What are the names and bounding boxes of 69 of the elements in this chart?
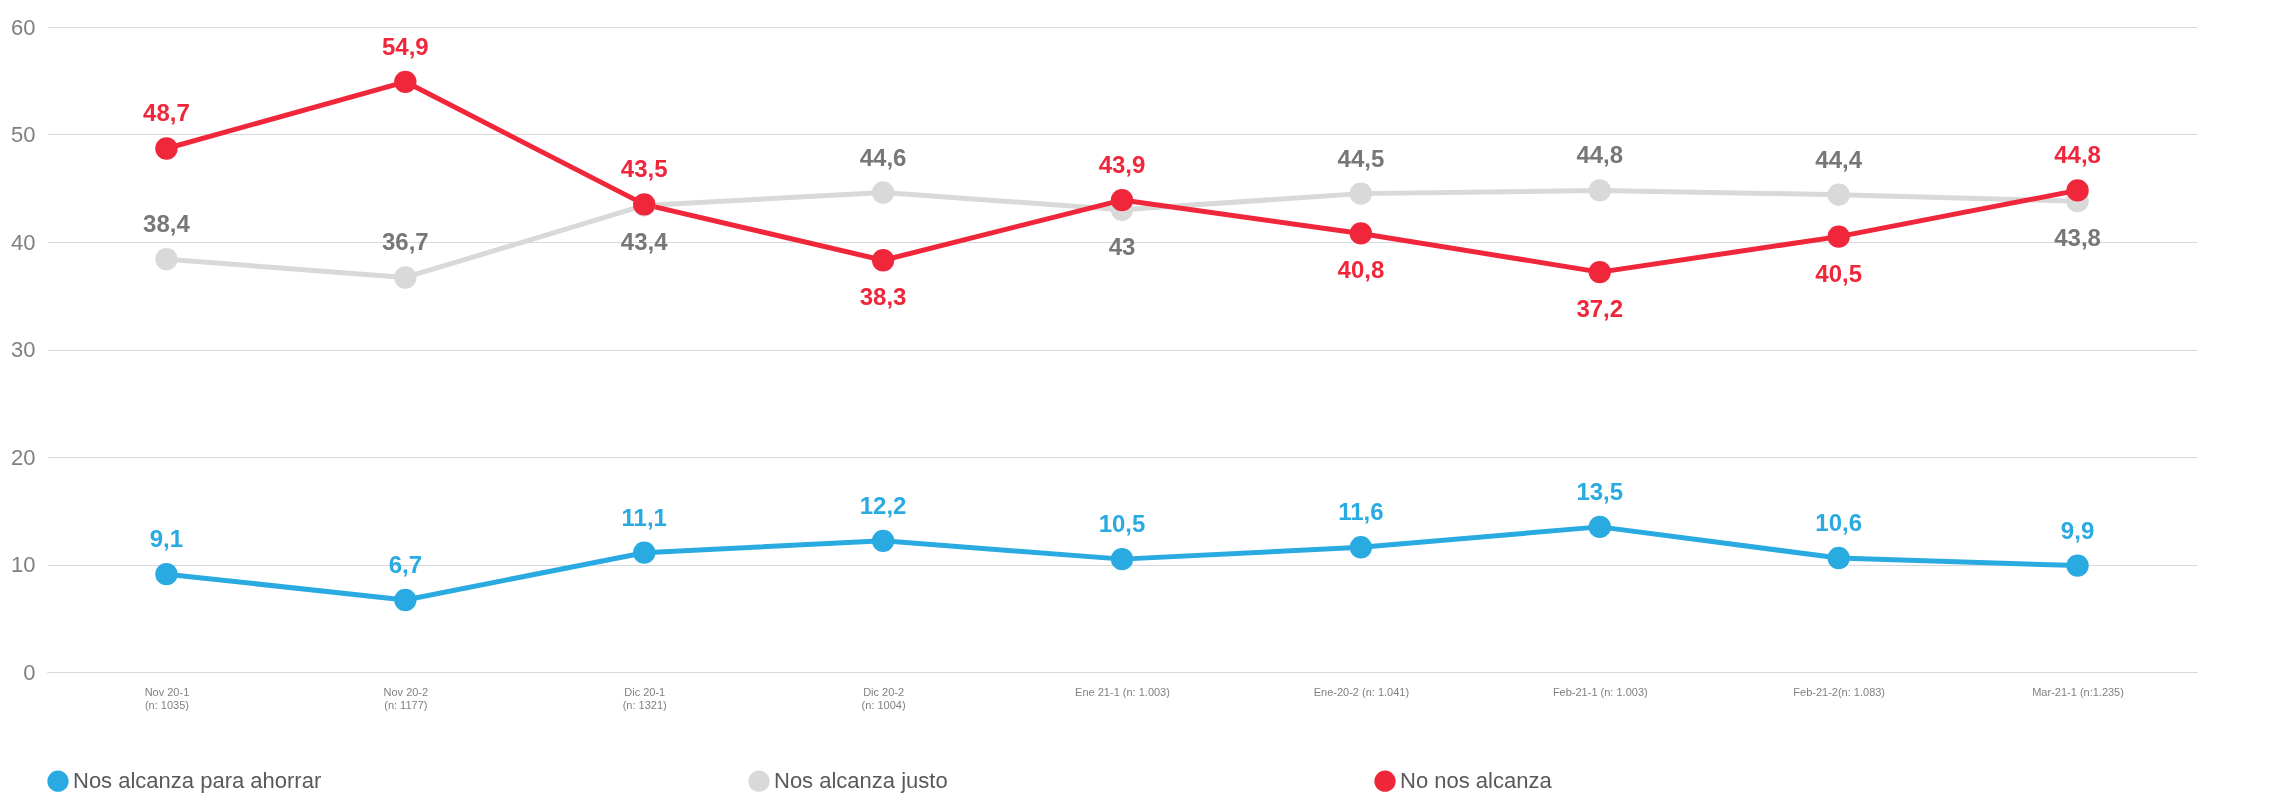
point bbox=[155, 563, 178, 586]
x-tick-label: Nov 20-2 (n: 1177) bbox=[383, 685, 429, 711]
x-tick-label: Ene-20-2 (n: 1.041) bbox=[1313, 685, 1410, 698]
x-tick-label: Feb-21-1 (n: 1.003) bbox=[1552, 685, 1648, 698]
y-tick-label: 0 bbox=[23, 659, 36, 685]
data-label: 37,2 bbox=[1576, 295, 1624, 323]
data-label: 10,5 bbox=[1098, 510, 1146, 538]
point bbox=[871, 181, 895, 204]
x-tick-label: Mar-21-1 (n:1.235) bbox=[2032, 685, 2124, 698]
legend-label: Nos alcanza para ahorrar bbox=[73, 768, 322, 794]
x-tick-label: Dic 20-2 (n: 1004) bbox=[861, 685, 906, 711]
data-label: 43 bbox=[1108, 232, 1136, 260]
y-tick-label: 30 bbox=[11, 337, 36, 362]
y-tick-label: 60 bbox=[11, 14, 36, 40]
data-label: 44,5 bbox=[1337, 144, 1385, 172]
y-tick-label: 10 bbox=[11, 552, 36, 577]
data-label: 40,5 bbox=[1815, 259, 1863, 287]
data-label: 44,4 bbox=[1815, 145, 1863, 173]
point bbox=[871, 529, 895, 553]
data-label: 38,4 bbox=[143, 210, 191, 238]
y-tick-label: 20 bbox=[11, 444, 36, 470]
x-tick-label: Nov 20-1 (n: 1035) bbox=[144, 685, 190, 711]
data-label: 9,1 bbox=[149, 525, 184, 553]
point bbox=[1110, 547, 1134, 571]
x-tick-label: Dic 20-1 (n: 1321) bbox=[622, 685, 667, 711]
data-label: 38,3 bbox=[859, 283, 907, 311]
data-label: 44,6 bbox=[859, 143, 907, 171]
point bbox=[1110, 188, 1134, 212]
point bbox=[1588, 179, 1611, 202]
y-tick-label: 50 bbox=[11, 122, 36, 147]
point bbox=[1588, 260, 1611, 284]
y-tick-label: 40 bbox=[11, 229, 36, 255]
x-tick-label: Feb-21-2(n: 1.083) bbox=[1793, 685, 1886, 698]
data-label: 40,8 bbox=[1337, 256, 1385, 284]
data-label: 11,1 bbox=[621, 503, 667, 531]
point bbox=[1349, 182, 1373, 205]
point bbox=[1349, 222, 1373, 245]
point bbox=[1827, 225, 1850, 248]
point bbox=[633, 541, 656, 564]
point bbox=[394, 588, 417, 612]
data-label: 13,5 bbox=[1576, 477, 1624, 505]
data-label: 44,8 bbox=[2054, 141, 2101, 169]
data-label: 6,7 bbox=[388, 550, 423, 578]
point bbox=[1349, 536, 1373, 559]
point bbox=[2066, 179, 2089, 202]
point bbox=[871, 249, 895, 272]
point bbox=[394, 266, 417, 289]
point bbox=[155, 248, 178, 271]
point bbox=[1827, 546, 1850, 570]
data-label: 36,7 bbox=[381, 228, 429, 256]
point bbox=[155, 137, 178, 160]
legend-label: Nos alcanza justo bbox=[774, 768, 948, 794]
point bbox=[1588, 515, 1611, 539]
data-label: 43,8 bbox=[2054, 224, 2101, 252]
legend-label: No nos alcanza bbox=[1400, 768, 1553, 794]
data-label: 12,2 bbox=[859, 491, 907, 519]
data-label: 44,8 bbox=[1576, 141, 1624, 169]
data-label: 48,7 bbox=[143, 99, 190, 127]
data-label: 43,9 bbox=[1098, 151, 1146, 179]
data-label: 9,9 bbox=[2060, 516, 2095, 544]
data-label: 11,6 bbox=[1338, 498, 1384, 526]
data-label: 10,6 bbox=[1815, 509, 1863, 537]
point bbox=[394, 70, 417, 93]
point bbox=[1827, 183, 1850, 206]
data-label: 54,9 bbox=[381, 32, 429, 60]
data-label: 43,4 bbox=[620, 228, 669, 256]
point bbox=[2066, 554, 2089, 577]
x-tick-label: Ene 21-1 (n: 1.003) bbox=[1075, 685, 1170, 698]
data-label: 43,5 bbox=[620, 155, 668, 183]
